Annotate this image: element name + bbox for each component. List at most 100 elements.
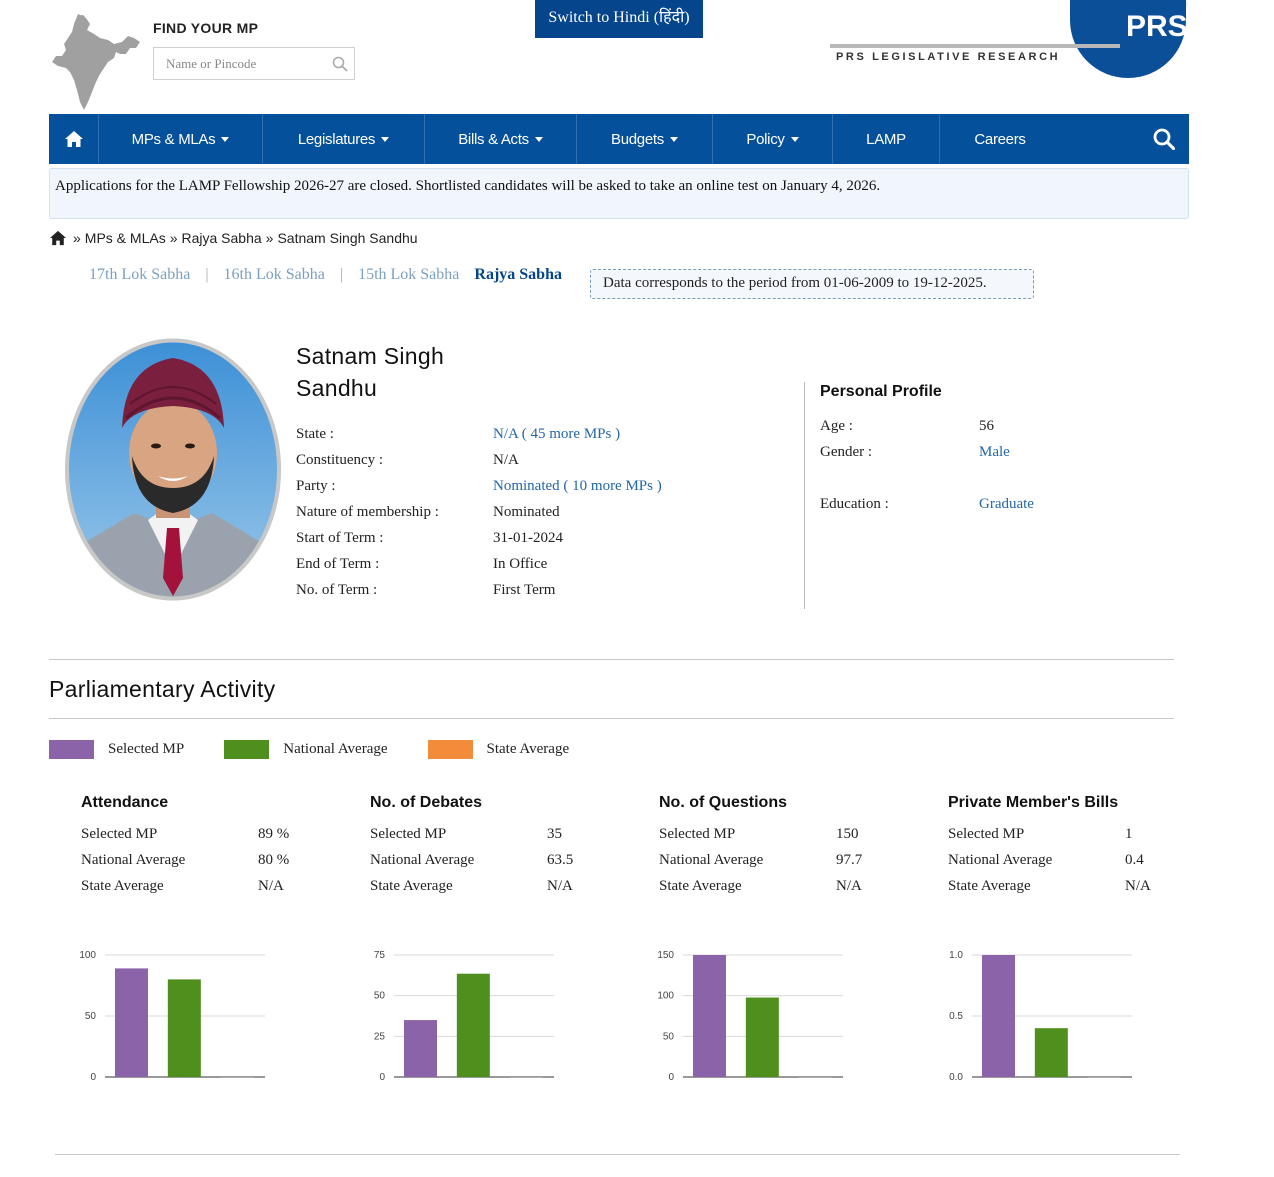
chart-ytick-label: 0 — [668, 1072, 674, 1083]
stat-value: N/A — [836, 878, 862, 894]
nav-legislatures[interactable]: Legislatures — [263, 114, 425, 164]
age-value: 56 — [979, 418, 994, 434]
site-header: FIND YOUR MP Switch to Hindi (हिंदी) PRS… — [0, 0, 1274, 114]
chart-bar[interactable] — [220, 1077, 254, 1078]
main-nav: MPs & MLAs Legislatures Bills & Acts Bud… — [49, 114, 1189, 164]
chart-attendance: 100 50 0 — [60, 940, 270, 1090]
membership-value: Nominated — [493, 504, 560, 520]
india-map-icon[interactable] — [50, 12, 142, 112]
nav-mps-mlas[interactable]: MPs & MLAs — [99, 114, 263, 164]
breadcrumb-current: Satnam Singh Sandhu — [277, 230, 418, 246]
vertical-divider — [804, 382, 805, 609]
chart-bar[interactable] — [798, 1077, 832, 1078]
stat-value: 35 — [547, 826, 562, 842]
chart-bar[interactable] — [745, 997, 779, 1077]
find-mp-input[interactable] — [154, 48, 324, 79]
end-term-value: In Office — [493, 556, 548, 572]
nav-lamp[interactable]: LAMP — [833, 114, 940, 164]
gender-value-link[interactable]: Male — [979, 444, 1010, 460]
mp-name: Satnam Singh Sandhu — [296, 340, 496, 404]
switch-hindi-button[interactable]: Switch to Hindi (हिंदी) — [535, 0, 703, 38]
nav-careers[interactable]: Careers — [940, 114, 1060, 164]
stat-value: 150 — [836, 826, 859, 842]
chart-bar[interactable] — [509, 1077, 543, 1078]
chart-bar[interactable] — [693, 955, 726, 1077]
end-term-label: End of Term : — [296, 556, 380, 572]
stat-label: State Average — [81, 878, 164, 894]
chart-ytick-label: 25 — [374, 1031, 386, 1042]
start-term-value: 31-01-2024 — [493, 530, 563, 546]
legend-swatch-purple — [49, 740, 94, 759]
stat-label: National Average — [370, 852, 475, 868]
breadcrumb-rajya-sabha[interactable]: Rajya Sabha — [181, 230, 262, 246]
constituency-label: Constituency : — [296, 452, 384, 468]
stat-label: State Average — [659, 878, 742, 894]
stat-value: 89 % — [258, 826, 290, 842]
search-icon[interactable] — [1153, 128, 1175, 150]
chart-ytick-label: 1.0 — [949, 950, 963, 961]
stat-row: State Average N/A — [81, 878, 321, 904]
section-divider — [49, 718, 1174, 719]
personal-profile-title: Personal Profile — [820, 383, 942, 400]
chart-legend: Selected MP National Average State Avera… — [49, 740, 609, 759]
find-mp-search[interactable] — [153, 47, 355, 80]
party-value-link[interactable]: Nominated ( 10 more MPs ) — [493, 478, 662, 494]
legend-swatch-green — [224, 740, 270, 759]
terms-label: No. of Term : — [296, 582, 378, 598]
stat-row: National Average 80 % — [81, 852, 321, 878]
legend-item-state-average: State Average — [427, 740, 569, 759]
breadcrumb: » MPs & MLAs » Rajya Sabha » Satnam Sing… — [49, 230, 422, 246]
chart-bar[interactable] — [1087, 1077, 1121, 1078]
nav-policy[interactable]: Policy — [713, 114, 833, 164]
prs-logo[interactable]: PRS PRS LEGISLATIVE RESEARCH — [830, 0, 1190, 78]
chart-bar[interactable] — [404, 1020, 437, 1077]
tab-17th-lok-sabha[interactable]: 17th Lok Sabha — [89, 266, 191, 283]
stat-row: State Average N/A — [659, 878, 899, 904]
home-icon[interactable] — [64, 130, 84, 148]
caret-down-icon — [534, 136, 543, 142]
prs-logo-letters: PRS — [1126, 10, 1188, 43]
stat-label: State Average — [948, 878, 1031, 894]
chart-bar[interactable] — [456, 973, 490, 1077]
nav-home[interactable] — [49, 114, 99, 164]
chart-bar[interactable] — [982, 955, 1015, 1077]
tab-16th-lok-sabha[interactable]: 16th Lok Sabha — [223, 266, 325, 283]
pp-row-age: Age : 56 — [820, 418, 994, 435]
stat-row: Selected MP 35 — [370, 826, 610, 852]
stat-value: N/A — [547, 878, 573, 894]
chart-debates: 75 50 25 0 — [349, 940, 559, 1090]
chart-bar[interactable] — [167, 979, 201, 1077]
caret-down-icon — [669, 136, 678, 142]
lamp-notice-banner: Applications for the LAMP Fellowship 202… — [49, 168, 1189, 219]
legend-swatch-orange — [427, 740, 473, 759]
nav-lamp-label: LAMP — [866, 130, 906, 148]
chart-bar[interactable] — [115, 968, 148, 1077]
chart-ytick-label: 0.0 — [949, 1072, 963, 1083]
constituency-value: N/A — [493, 452, 519, 468]
home-icon[interactable] — [49, 230, 67, 246]
pp-row-education: Education : Graduate — [820, 496, 1034, 513]
education-value-link[interactable]: Graduate — [979, 496, 1034, 512]
tab-15th-lok-sabha[interactable]: 15th Lok Sabha — [358, 266, 460, 283]
stat-value: 63.5 — [547, 852, 574, 868]
legend-item-national-average: National Average — [224, 740, 388, 759]
breadcrumb-mps-mlas[interactable]: MPs & MLAs — [84, 230, 166, 246]
footer-divider — [55, 1154, 1180, 1155]
caret-down-icon — [790, 136, 799, 142]
chart-ytick-label: 0 — [90, 1072, 96, 1083]
state-value-link[interactable]: N/A ( 45 more MPs ) — [493, 426, 621, 442]
nav-budgets[interactable]: Budgets — [577, 114, 713, 164]
stat-title: No. of Debates — [370, 794, 483, 811]
nav-bills-acts[interactable]: Bills & Acts — [425, 114, 577, 164]
tab-rajya-sabha[interactable]: Rajya Sabha — [474, 266, 562, 283]
legend-item-selected-mp: Selected MP — [49, 740, 184, 759]
section-divider — [49, 659, 1174, 660]
stat-row: State Average N/A — [948, 878, 1188, 904]
nav-search-button[interactable] — [1139, 114, 1189, 164]
stat-label: Selected MP — [948, 826, 1025, 842]
chart-bar[interactable] — [1034, 1028, 1068, 1077]
mp-name-line1: Satnam Singh — [296, 343, 445, 369]
stat-title: No. of Questions — [659, 794, 787, 811]
search-icon[interactable] — [332, 56, 348, 72]
sabha-tabs: 17th Lok Sabha | 16th Lok Sabha | 15th L… — [89, 266, 562, 284]
